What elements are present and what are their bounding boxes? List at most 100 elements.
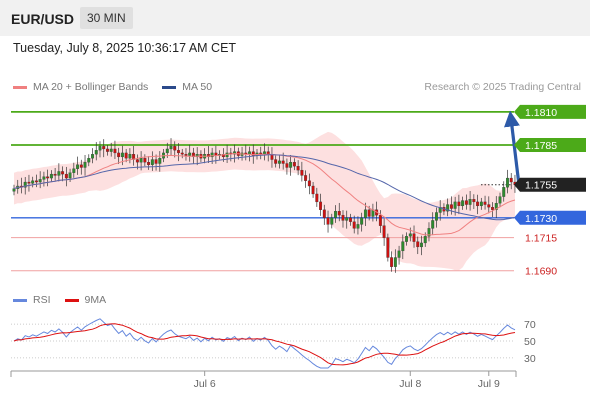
candle-body xyxy=(382,225,386,238)
candle xyxy=(356,216,360,235)
candle xyxy=(498,192,502,208)
candle-body xyxy=(64,173,68,179)
rsi-ma-swatch xyxy=(64,298,79,302)
candle xyxy=(147,156,151,170)
candle xyxy=(289,155,293,176)
candle-body xyxy=(46,176,50,179)
candle xyxy=(393,249,397,273)
candle-body xyxy=(416,241,420,248)
candle xyxy=(360,212,364,232)
candle-body xyxy=(502,187,506,197)
candle-body xyxy=(76,164,80,169)
candle xyxy=(143,154,147,167)
candle xyxy=(345,210,349,229)
candle xyxy=(349,213,352,226)
candle xyxy=(300,161,304,182)
candle xyxy=(102,139,106,158)
candle xyxy=(277,154,281,169)
candle-body xyxy=(356,224,360,229)
candle xyxy=(337,202,341,222)
candle-body xyxy=(292,162,296,167)
candle-body xyxy=(498,196,502,204)
candle-body xyxy=(390,257,394,267)
candle-body xyxy=(479,201,483,207)
candle xyxy=(457,194,461,215)
candle xyxy=(180,148,184,159)
candle-body xyxy=(248,151,251,155)
timeframe-badge[interactable]: 30 MIN xyxy=(80,7,133,29)
candle-body xyxy=(68,172,72,179)
candle xyxy=(57,163,61,182)
candle xyxy=(330,213,334,229)
candle-body xyxy=(386,237,390,258)
candle-body xyxy=(506,177,509,188)
candle xyxy=(506,169,509,194)
price-label-1-1690: 1.1690 xyxy=(525,266,557,278)
candle-body xyxy=(367,209,371,217)
candle xyxy=(34,174,38,188)
candle-body xyxy=(337,211,341,216)
rsi-line xyxy=(13,318,516,369)
candle-body xyxy=(233,151,237,155)
candle-body xyxy=(464,200,468,205)
candle-body xyxy=(188,152,192,156)
candle xyxy=(173,141,177,158)
candle-body xyxy=(300,169,304,176)
rsi-tick-30: 30 xyxy=(524,353,536,365)
candle xyxy=(109,142,113,157)
candle-body xyxy=(27,181,31,184)
candle-body xyxy=(341,214,345,221)
price-legend: MA 20 + Bollinger Bands MA 50 xyxy=(13,81,212,93)
price-label-1-1730: 1.1730 xyxy=(525,213,557,225)
candle xyxy=(274,155,278,168)
candle xyxy=(502,181,506,202)
candle-body xyxy=(405,236,408,242)
candle xyxy=(83,155,87,176)
candle-body xyxy=(483,201,487,205)
candle xyxy=(453,196,457,216)
candle-body xyxy=(378,214,382,226)
candle-body xyxy=(461,200,465,207)
candle-body xyxy=(345,217,349,221)
candle-body xyxy=(330,217,334,225)
candle xyxy=(449,196,453,215)
price-label-1-1810: 1.1810 xyxy=(525,107,557,119)
candle xyxy=(76,156,80,175)
candle-body xyxy=(326,217,330,225)
candle xyxy=(46,169,50,187)
candle xyxy=(416,236,420,255)
candle-body xyxy=(139,158,143,163)
candle-body xyxy=(408,233,412,237)
candle-body xyxy=(72,168,76,173)
candle xyxy=(113,140,117,160)
candle-body xyxy=(184,154,188,156)
candle-body xyxy=(12,188,16,192)
symbol-title: EUR/USD xyxy=(11,11,75,27)
candle-body xyxy=(491,207,494,210)
candle-body xyxy=(109,148,113,152)
candle xyxy=(292,158,296,171)
candle xyxy=(91,148,94,164)
time-tick-jul-8: Jul 8 xyxy=(399,378,421,390)
candle xyxy=(307,173,311,195)
candle xyxy=(420,235,423,256)
candle-body xyxy=(34,180,38,183)
ma20-legend-label: MA 20 + Bollinger Bands xyxy=(33,81,149,93)
candle-body xyxy=(281,160,285,164)
candle xyxy=(38,171,42,189)
candle-body xyxy=(94,150,98,155)
candle xyxy=(169,138,173,156)
candle xyxy=(461,196,465,210)
candle-body xyxy=(177,150,180,154)
rsi-ma-line xyxy=(13,323,516,366)
candle xyxy=(98,141,102,158)
candle xyxy=(150,151,154,171)
rsi-legend: RSI 9MA xyxy=(13,294,106,306)
candle-body xyxy=(274,159,278,164)
candle xyxy=(487,196,491,214)
candle-body xyxy=(494,203,498,210)
candle-body xyxy=(397,250,401,258)
bollinger-band xyxy=(14,131,515,271)
candle-body xyxy=(285,163,289,168)
